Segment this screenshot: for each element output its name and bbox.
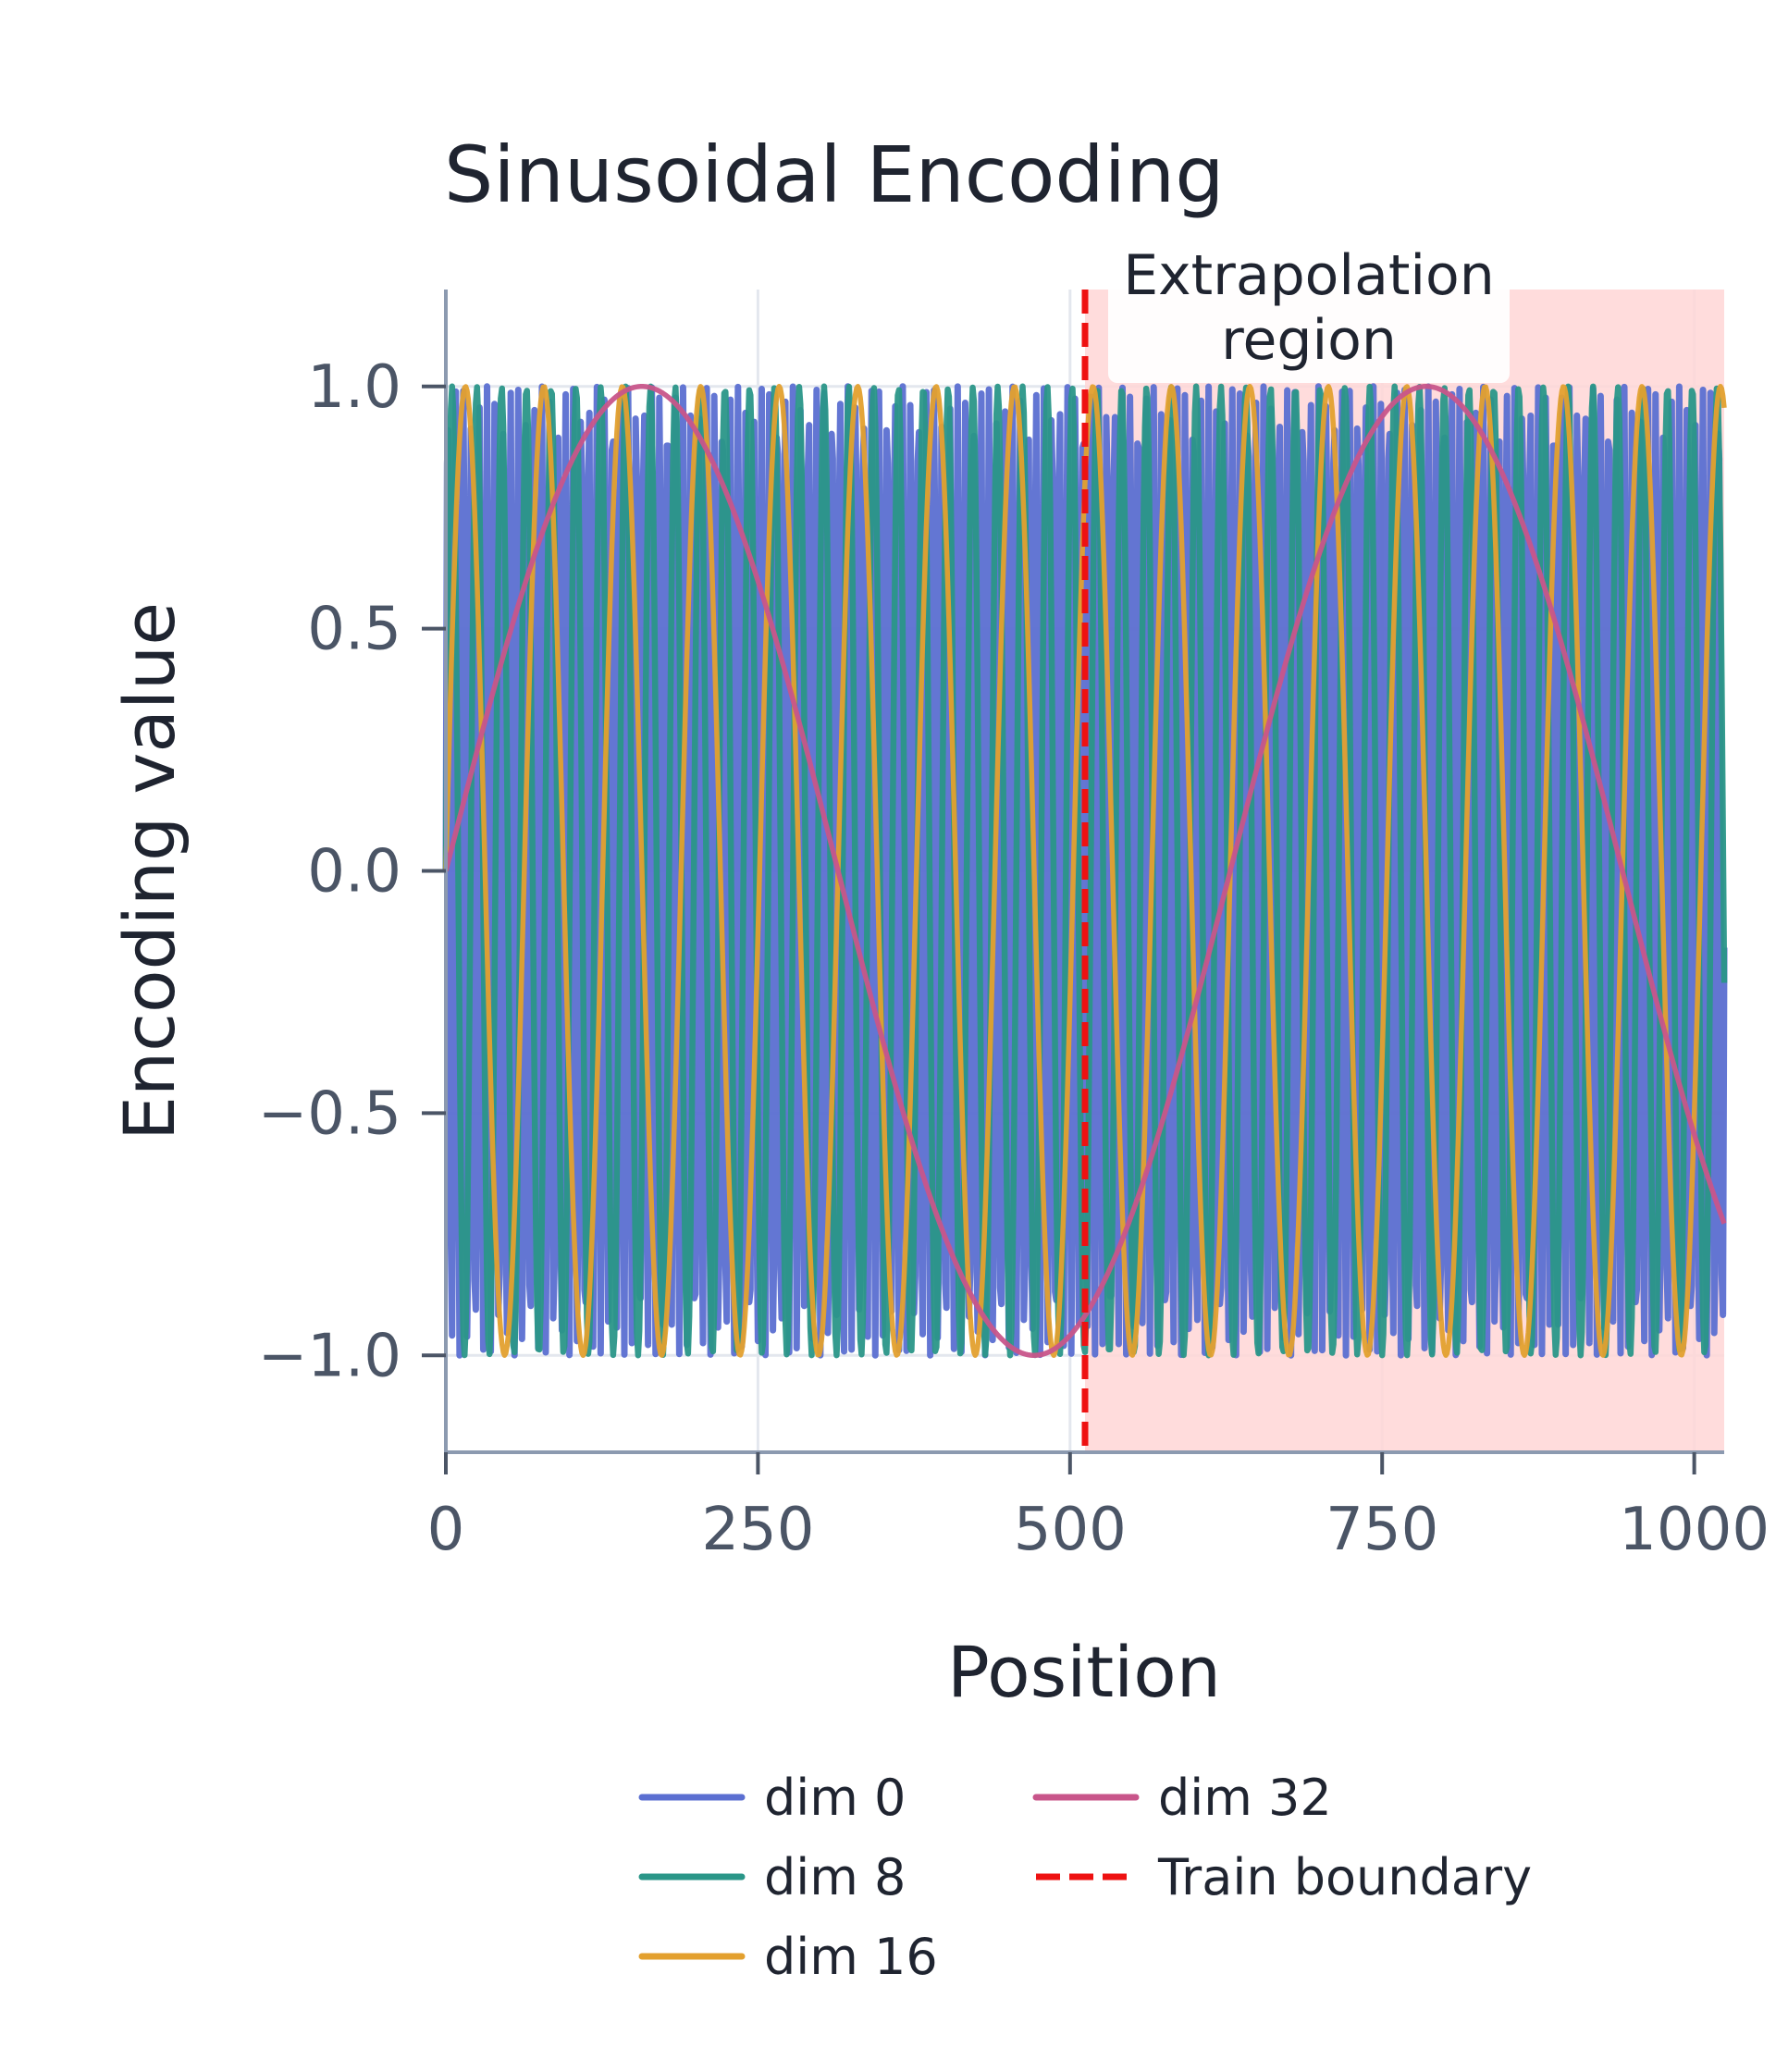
legend: dim 0 dim 8 dim 16 dim 32 Train boundary — [638, 1769, 1532, 1986]
annotation-line-0: Extrapolation — [1123, 243, 1495, 308]
y-tick-label-2: 0.0 — [307, 838, 401, 906]
legend-label-0: dim 0 — [764, 1769, 906, 1827]
legend-label-1: dim 8 — [764, 1848, 906, 1906]
legend-item-dim-32: dim 32 — [1032, 1769, 1332, 1827]
legend-item-dim-0: dim 0 — [638, 1769, 906, 1827]
legend-label-4: Train boundary — [1157, 1848, 1532, 1906]
legend-item-dim-8: dim 8 — [638, 1848, 906, 1906]
series-line-dim-32 — [443, 384, 1727, 1358]
y-tick-label-1: 0.5 — [307, 596, 401, 664]
legend-label-3: dim 32 — [1158, 1769, 1332, 1827]
legend-item-Train-boundary: Train boundary — [1036, 1848, 1532, 1906]
y-axis-label: Encoding value — [108, 602, 191, 1141]
y-tick-label-4: −1.0 — [258, 1322, 401, 1390]
x-tick-label-3: 750 — [1326, 1496, 1438, 1564]
x-tick-label-2: 500 — [1014, 1496, 1127, 1564]
annotation-box — [1108, 278, 1510, 383]
legend-item-dim-16: dim 16 — [638, 1928, 938, 1986]
annotation-line-1: region — [1221, 308, 1397, 373]
y-tick-label-0: 1.0 — [307, 353, 401, 422]
y-tick-label-3: −0.5 — [258, 1079, 401, 1148]
x-tick-label-4: 1000 — [1619, 1496, 1770, 1564]
x-tick-label-1: 250 — [701, 1496, 814, 1564]
x-tick-label-0: 0 — [427, 1496, 465, 1564]
x-axis-label: Position — [947, 1631, 1221, 1713]
legend-label-2: dim 16 — [764, 1928, 938, 1986]
ticks: 0 250 500 750 1000 1.0 0.5 0.0 −0.5 −1.0 — [258, 353, 1770, 1564]
series-line-dim-16 — [443, 384, 1727, 1358]
chart-title: Sinusoidal Encoding — [444, 130, 1225, 220]
